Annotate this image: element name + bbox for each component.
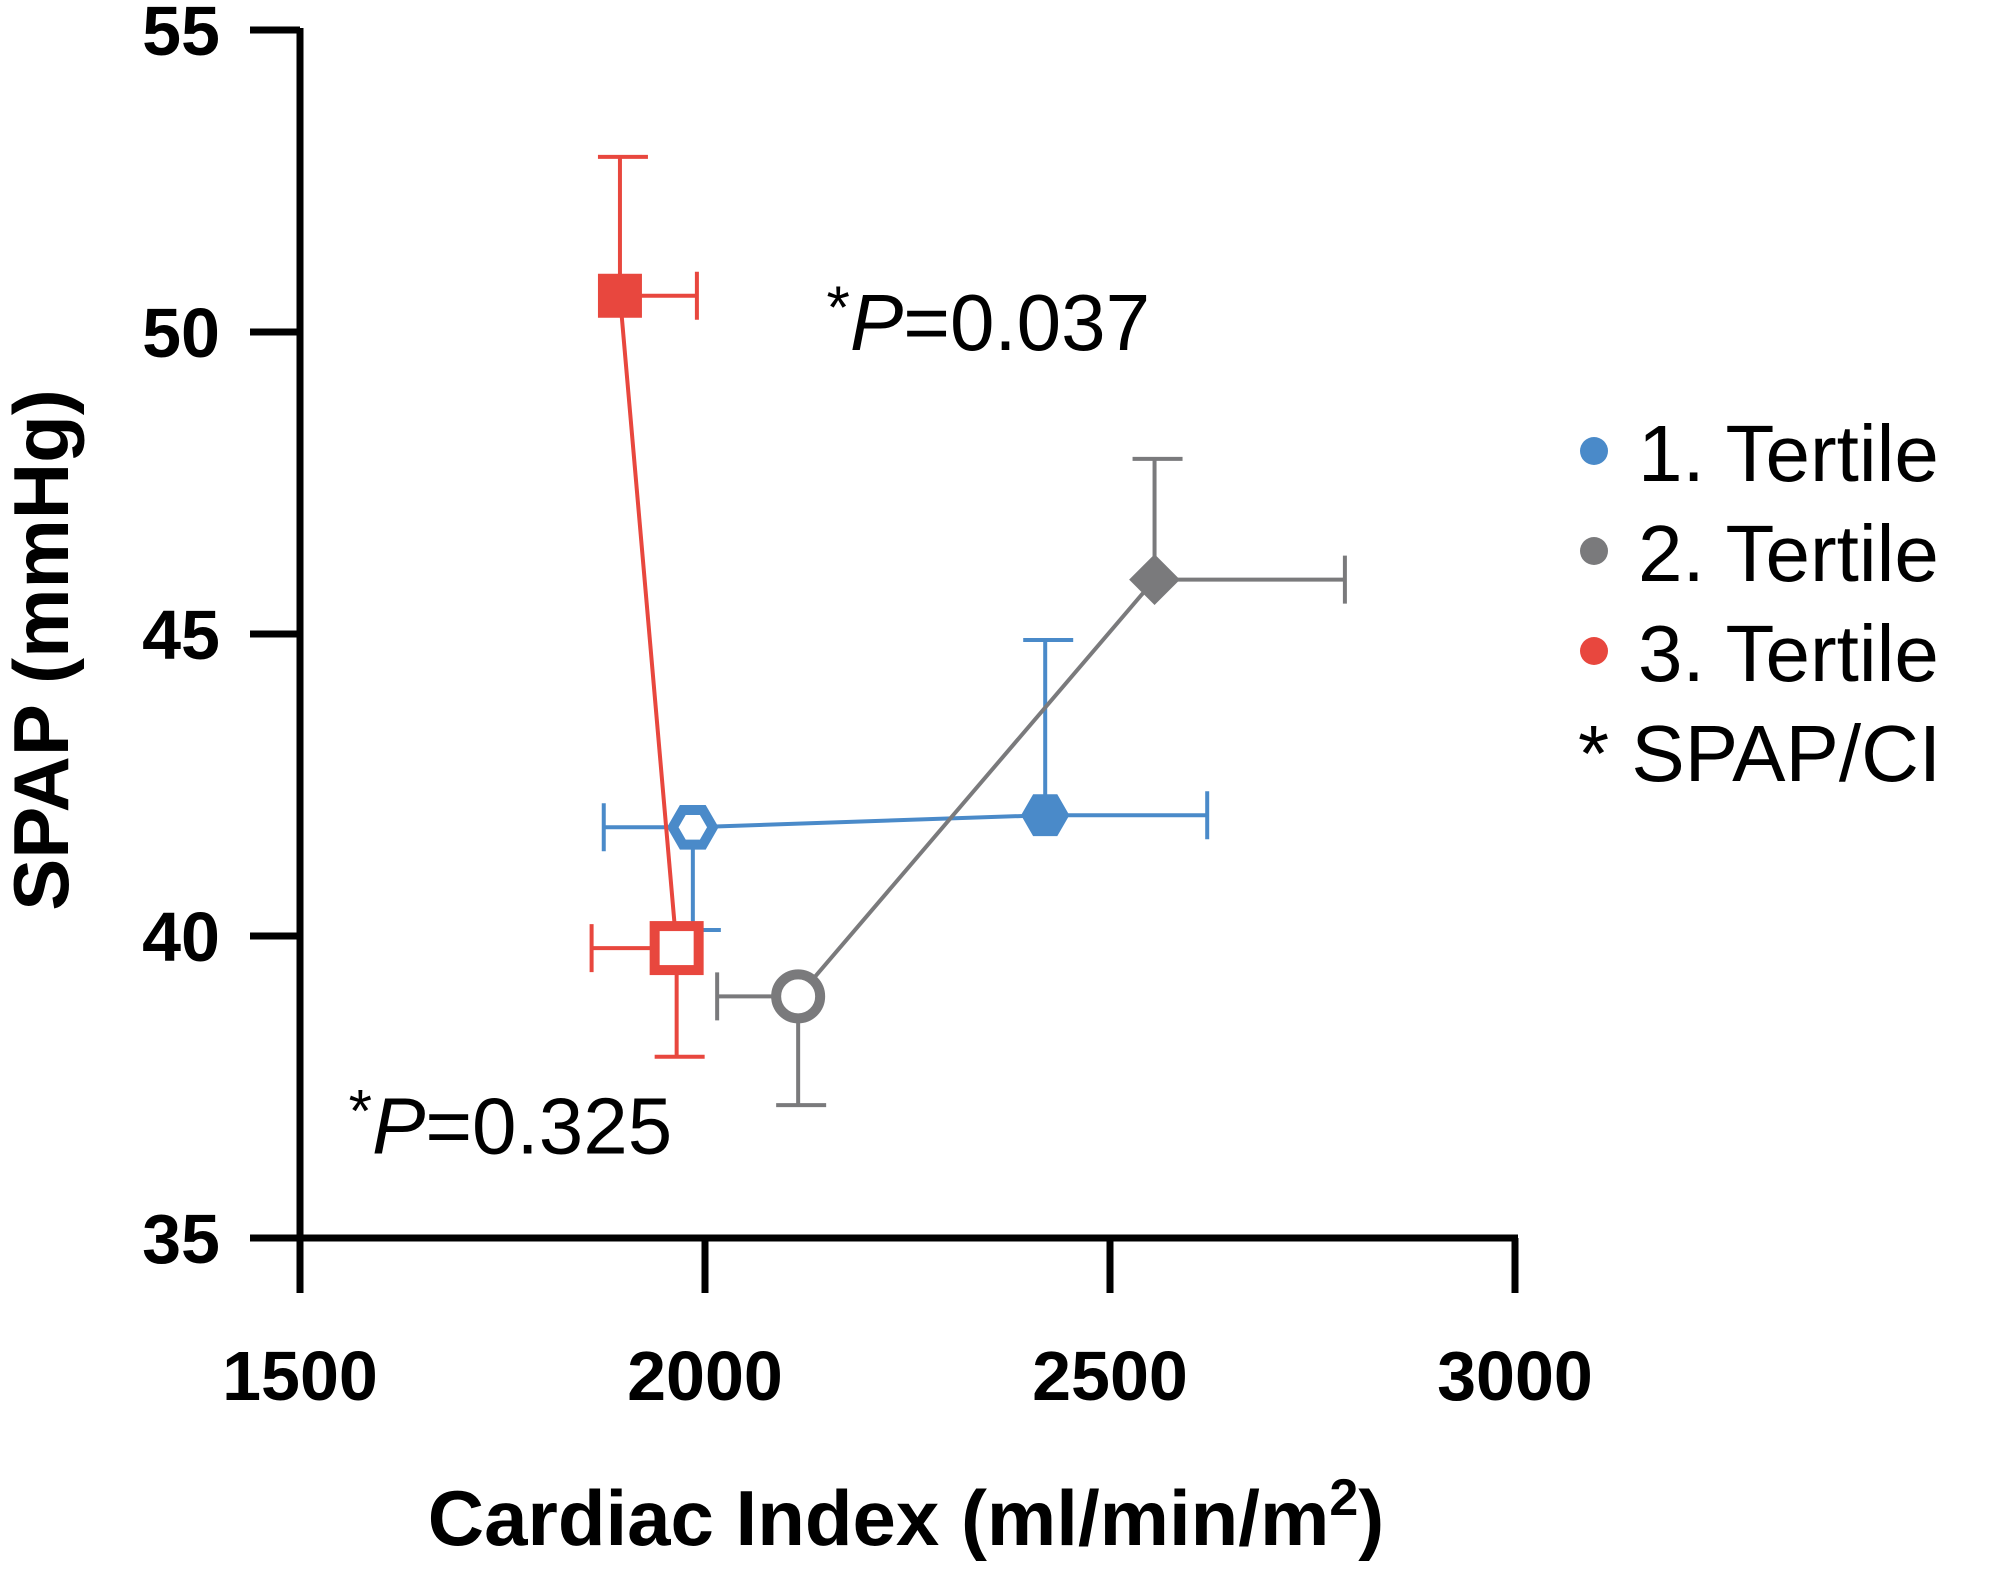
axes: 35 40 45 50 55 1500 2000 2500 3000 [142, 0, 1593, 1415]
p-value-annotation-1: *P=0.037 [827, 274, 1151, 367]
x-axis-title-main: Cardiac Index (ml/min/m [428, 1474, 1330, 1562]
legend-label-2: 2. Tertile [1638, 509, 1939, 598]
x-axis-title: Cardiac Index (ml/min/m2) [428, 1469, 1384, 1562]
annotation-p: P [850, 278, 903, 367]
series-connector-line [617, 295, 679, 949]
annotation-value: =0.325 [425, 1081, 672, 1170]
legend-swatch-1 [1580, 437, 1608, 465]
legend-label-1: 1. Tertile [1638, 409, 1939, 498]
series-2 [715, 456, 1347, 1108]
annotation-p: P [372, 1081, 425, 1170]
y-tick-label: 50 [142, 294, 220, 372]
legend-swatch-2 [1580, 537, 1608, 565]
y-tick-label: 45 [142, 596, 220, 674]
y-axis-title: SPAP (mmHg) [0, 389, 85, 911]
series-1 [601, 638, 1210, 932]
x-tick-label: 2000 [627, 1337, 783, 1415]
legend-label-3: 3. Tertile [1638, 609, 1939, 698]
x-tick-label: 3000 [1437, 1337, 1593, 1415]
y-tick-label: 55 [142, 0, 220, 70]
x-axis-title-sup: 2 [1329, 1469, 1358, 1527]
chart-marks [589, 154, 1347, 1108]
legend-swatch-3 [1580, 637, 1608, 665]
circle-marker [771, 969, 826, 1024]
series-3 [589, 154, 705, 1059]
hexagon-marker [1021, 794, 1070, 837]
legend: 1. Tertile 2. Tertile 3. Tertile * SPAP/CI [1578, 409, 1941, 798]
annotations: *P=0.037*P=0.325 [349, 274, 1151, 1170]
annotation-star: * [349, 1077, 372, 1144]
y-tick-label: 35 [142, 1200, 220, 1278]
y-tick-label: 40 [142, 898, 220, 976]
series-connector-line [796, 578, 1157, 998]
square-marker [649, 921, 704, 976]
legend-label-spap-ci: * SPAP/CI [1578, 709, 1941, 798]
x-axis-title-close: ) [1358, 1474, 1384, 1562]
series-connector-line [692, 813, 1046, 830]
diamond-marker [1129, 554, 1180, 606]
annotation-value: =0.037 [903, 278, 1150, 367]
x-tick-label: 2500 [1032, 1337, 1188, 1415]
p-value-annotation-2: *P=0.325 [349, 1077, 673, 1170]
x-tick-label: 1500 [222, 1337, 378, 1415]
square-marker [597, 273, 642, 318]
hexagon-marker [667, 805, 719, 850]
annotation-star: * [827, 274, 850, 341]
